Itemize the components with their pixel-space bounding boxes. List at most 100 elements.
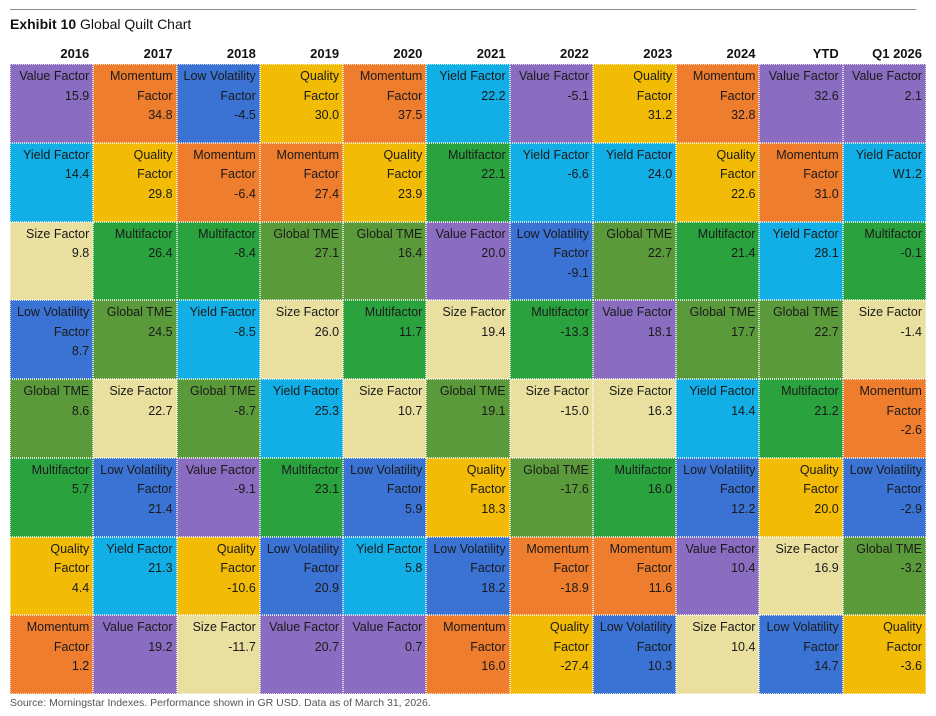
quilt-cell-2024-multifactor: Multifactor 21.4 <box>676 221 760 301</box>
factor-label: Yield Factor <box>23 147 90 162</box>
quilt-cell-2021-low-volatility-factor: Low Volatility Factor 18.2 <box>426 536 510 616</box>
factor-return-value: -11.7 <box>228 639 256 654</box>
factor-label: Quality Factor <box>883 620 922 654</box>
quilt-cell-2024-yield-factor: Yield Factor 14.4 <box>676 379 760 458</box>
quilt-cell-2020-momentum-factor: Momentum Factor 37.5 <box>343 64 427 143</box>
factor-return-value: 1.2 <box>71 659 90 674</box>
factor-return-value: 21.3 <box>148 561 173 575</box>
column-header-2016: 2016 <box>60 46 90 61</box>
quilt-cell-2019-size-factor: Size Factor 26.0 <box>259 300 344 379</box>
factor-return-value: 20.9 <box>314 580 340 595</box>
factor-label: Momentum Factor <box>359 69 423 103</box>
factor-return-value: 10.3 <box>647 659 673 674</box>
factor-label: Momentum Factor <box>193 147 256 182</box>
factor-label: Quality Factor <box>799 462 839 497</box>
quilt-cell-q1-2026-size-factor: Size Factor -1.4 <box>842 300 926 379</box>
quilt-cell-2018-low-volatility-factor: Low Volatility Factor -4.5 <box>176 64 260 143</box>
factor-return-value: -5.1 <box>567 88 589 103</box>
column-header-2023: 2023 <box>643 46 673 61</box>
quilt-cell-q1-2026-quality-factor: Quality Factor -3.6 <box>842 615 926 694</box>
quilt-cell-2024-low-volatility-factor: Low Volatility Factor 12.2 <box>676 457 760 537</box>
factor-return-value: -6.6 <box>567 167 589 182</box>
factor-label: Global TME <box>439 384 506 398</box>
factor-label: Size Factor <box>442 305 506 320</box>
quilt-cell-ytd-quality-factor: Quality Factor 20.0 <box>759 457 843 537</box>
factor-return-value: -3.2 <box>900 561 922 575</box>
factor-label: Momentum Factor <box>443 620 506 654</box>
factor-label: Low Volatility Factor <box>683 462 756 497</box>
quilt-cell-2022-size-factor: Size Factor -15.0 <box>509 379 593 458</box>
quilt-cell-ytd-yield-factor: Yield Factor 28.1 <box>759 221 843 301</box>
factor-label: Global TME <box>856 541 922 556</box>
factor-label: Multifactor <box>114 226 173 241</box>
exhibit-title: Exhibit 10 Global Quilt Chart <box>10 16 191 32</box>
factor-return-value: 16.0 <box>481 659 506 674</box>
quilt-cell-2022-quality-factor: Quality Factor -27.4 <box>509 615 593 694</box>
factor-label: Size Factor <box>858 305 922 320</box>
quilt-cell-2017-yield-factor: Yield Factor 21.3 <box>93 536 177 616</box>
factor-return-value: 5.9 <box>404 501 423 516</box>
factor-return-value: -17.6 <box>560 482 589 497</box>
quilt-cell-2016-yield-factor: Yield Factor 14.4 <box>10 142 94 222</box>
factor-label: Global TME <box>190 384 256 398</box>
quilt-cell-2021-value-factor: Value Factor 20.0 <box>426 221 510 301</box>
quilt-cell-2019-momentum-factor: Momentum Factor 27.4 <box>259 142 344 222</box>
quilt-cell-2020-value-factor: Value Factor 0.7 <box>343 615 427 694</box>
factor-label: Size Factor <box>775 541 839 556</box>
quilt-cell-2023-value-factor: Value Factor 18.1 <box>592 300 677 379</box>
factor-label: Multifactor <box>697 226 756 241</box>
factor-return-value: 32.6 <box>814 88 839 103</box>
factor-label: Momentum Factor <box>859 384 922 418</box>
factor-label: Global TME <box>772 305 839 320</box>
factor-return-value: 14.4 <box>731 403 756 418</box>
quilt-cell-2020-global-tme: Global TME 16.4 <box>343 221 427 301</box>
factor-return-value: 21.4 <box>148 501 173 516</box>
factor-label: Low Volatility Factor <box>766 620 839 654</box>
quilt-cell-2022-global-tme: Global TME -17.6 <box>509 457 593 537</box>
factor-label: Yield Factor <box>855 147 922 162</box>
factor-label: Multifactor <box>614 462 673 477</box>
factor-return-value: 31.0 <box>814 186 839 201</box>
quilt-cell-2020-size-factor: Size Factor 10.7 <box>343 379 427 458</box>
quilt-cell-2019-low-volatility-factor: Low Volatility Factor 20.9 <box>259 536 344 616</box>
factor-label: Value Factor <box>518 69 589 83</box>
factor-return-value: -13.3 <box>560 324 589 339</box>
factor-return-value: 22.7 <box>647 246 673 260</box>
factor-label: Multifactor <box>864 226 922 241</box>
factor-return-value: 5.7 <box>71 482 90 497</box>
factor-return-value: 10.7 <box>398 403 423 418</box>
factor-return-value: 18.3 <box>481 501 506 516</box>
factor-return-value: -0.1 <box>900 246 922 260</box>
factor-label: Size Factor <box>692 620 756 635</box>
factor-return-value: 21.4 <box>731 246 756 260</box>
quilt-cell-ytd-momentum-factor: Momentum Factor 31.0 <box>759 142 843 222</box>
factor-return-value: -8.4 <box>234 246 256 260</box>
factor-return-value: 22.7 <box>814 324 839 339</box>
column-header-2021: 2021 <box>476 46 506 61</box>
quilt-cell-2018-multifactor: Multifactor -8.4 <box>176 221 260 301</box>
factor-label: Value Factor <box>102 620 173 635</box>
factor-return-value: 21.2 <box>814 403 839 418</box>
quilt-cell-2022-value-factor: Value Factor -5.1 <box>509 64 593 143</box>
factor-label: Yield Factor <box>439 69 506 83</box>
factor-return-value: 10.4 <box>731 639 756 654</box>
factor-return-value: -9.1 <box>567 265 589 280</box>
quilt-cell-2019-value-factor: Value Factor 20.7 <box>259 615 344 694</box>
top-rule <box>10 9 916 10</box>
factor-return-value: 8.7 <box>71 344 90 359</box>
quilt-cell-2017-quality-factor: Quality Factor 29.8 <box>93 142 177 222</box>
factor-label: Multifactor <box>531 305 589 320</box>
quilt-cell-2018-momentum-factor: Momentum Factor -6.4 <box>176 142 260 222</box>
column-header-2018: 2018 <box>226 46 256 61</box>
factor-label: Low Volatility Factor <box>849 462 922 497</box>
quilt-cell-2022-yield-factor: Yield Factor -6.6 <box>509 142 593 222</box>
factor-return-value: 29.8 <box>148 186 173 201</box>
quilt-cell-2016-size-factor: Size Factor 9.8 <box>10 221 94 301</box>
factor-return-value: 16.3 <box>647 403 673 418</box>
factor-label: Value Factor <box>185 462 256 477</box>
quilt-cell-2017-global-tme: Global TME 24.5 <box>93 300 177 379</box>
factor-return-value: -8.5 <box>234 324 256 339</box>
factor-label: Momentum Factor <box>609 541 673 576</box>
factor-label: Momentum Factor <box>276 147 340 182</box>
factor-return-value: -2.6 <box>900 423 922 437</box>
